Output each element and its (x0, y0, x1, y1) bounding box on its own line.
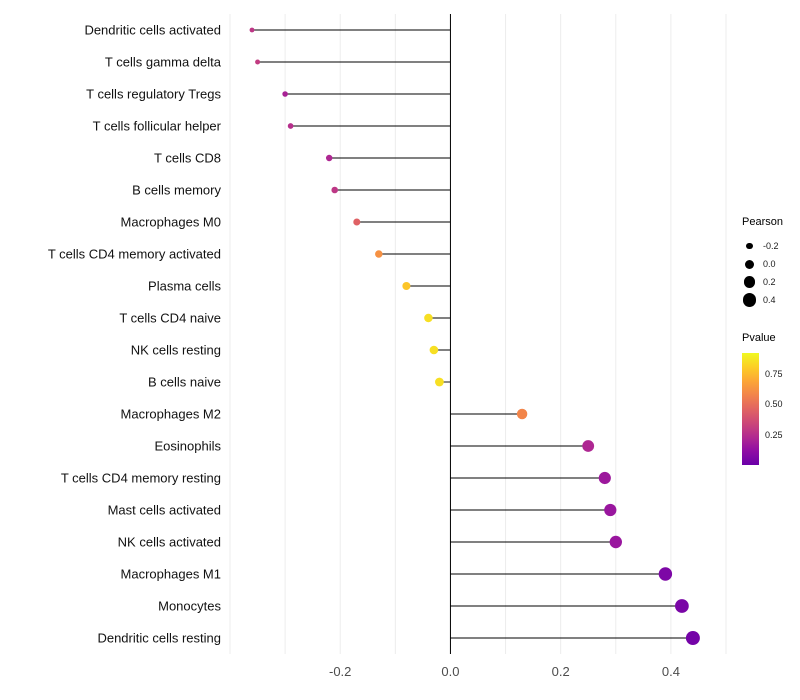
size-legend-label: 0.0 (763, 259, 776, 269)
pearson-legend-title: Pearson (742, 216, 783, 228)
pearson-legend-items: -0.2 0.0 0.2 0.4 (742, 237, 783, 309)
lollipop-dot (287, 123, 294, 129)
y-axis-label: Dendritic cells resting (97, 631, 221, 646)
size-legend-label: -0.2 (763, 241, 779, 251)
lollipop-dot (249, 27, 255, 33)
pvalue-tick-label: 0.50 (765, 399, 783, 410)
lollipop-dot (435, 377, 444, 387)
size-legend-dot-wrap (742, 259, 757, 269)
y-axis-label: T cells CD8 (154, 151, 221, 166)
lollipop-dot (325, 154, 333, 162)
size-legend-dot (743, 276, 756, 288)
y-axis-label: Eosinophils (155, 439, 222, 454)
y-axis-label: T cells regulatory Tregs (86, 87, 221, 102)
size-legend-item: 0.0 (742, 255, 783, 273)
size-legend-dot (745, 259, 754, 269)
x-tick-label: 0.0 (441, 664, 459, 679)
lollipop-dot (598, 471, 611, 485)
size-legend-dot (742, 293, 757, 307)
pvalue-gradient-bar (742, 353, 759, 465)
pvalue-legend-title: Pvalue (742, 332, 776, 344)
y-axis-label: NK cells resting (131, 343, 221, 358)
lollipop-dot (282, 91, 288, 97)
lollipop-dot (429, 345, 439, 355)
pvalue-tick-label: 0.25 (765, 429, 783, 440)
size-legend-dot-wrap (742, 276, 757, 288)
y-axis-label: Dendritic cells activated (84, 23, 221, 38)
lollipop-dot (331, 186, 338, 194)
lollipop-dot (255, 59, 261, 65)
lollipop-dot (424, 313, 433, 323)
lollipop-dot (685, 631, 700, 645)
size-legend-dot (746, 242, 753, 250)
x-tick-label: -0.2 (329, 664, 351, 679)
size-legend-item: 0.4 (742, 291, 783, 309)
y-axis-label: T cells CD4 naive (119, 311, 221, 326)
y-axis-label: Monocytes (158, 599, 221, 614)
lollipop-dot (658, 567, 673, 581)
y-axis-label: Plasma cells (148, 279, 221, 294)
lollipop-dot (353, 218, 361, 226)
pvalue-color-legend: Pvalue 0.75 0.50 0.25 (742, 332, 800, 465)
y-axis-label: T cells CD4 memory activated (48, 247, 221, 262)
y-axis-label: T cells follicular helper (93, 119, 222, 134)
lollipop-dot (516, 408, 528, 420)
pvalue-gradient: 0.75 0.50 0.25 (742, 353, 800, 465)
size-legend-dot-wrap (742, 242, 757, 250)
lollipop-dot (609, 535, 622, 549)
y-axis-label: Macrophages M2 (121, 407, 221, 422)
y-axis-label: B cells naive (148, 375, 221, 390)
y-axis-label: T cells CD4 memory resting (61, 471, 221, 486)
y-axis-label: Macrophages M0 (121, 215, 221, 230)
size-legend-item: -0.2 (742, 237, 783, 255)
lollipop-dot (402, 281, 411, 291)
pvalue-gradient-labels: 0.75 0.50 0.25 (742, 353, 800, 465)
x-tick-label: 0.2 (552, 664, 570, 679)
size-legend-label: 0.2 (763, 277, 776, 287)
lollipop-dot (582, 440, 595, 452)
y-axis-label: NK cells activated (118, 535, 221, 550)
size-legend-label: 0.4 (763, 295, 776, 305)
lollipop-dot (675, 599, 689, 613)
size-legend-dot-wrap (742, 293, 757, 307)
y-axis-label: Macrophages M1 (121, 567, 221, 582)
y-axis-label: Mast cells activated (108, 503, 221, 518)
size-legend-item: 0.2 (742, 273, 783, 291)
pvalue-tick-label: 0.75 (765, 368, 783, 379)
y-axis-label: B cells memory (132, 183, 221, 198)
x-tick-label: 0.4 (662, 664, 680, 679)
lollipop-dot (604, 503, 617, 517)
y-axis-label: T cells gamma delta (105, 55, 222, 70)
pearson-size-legend: Pearson -0.2 0.0 0.2 0.4 (742, 216, 783, 309)
lollipop-dot (375, 250, 383, 258)
